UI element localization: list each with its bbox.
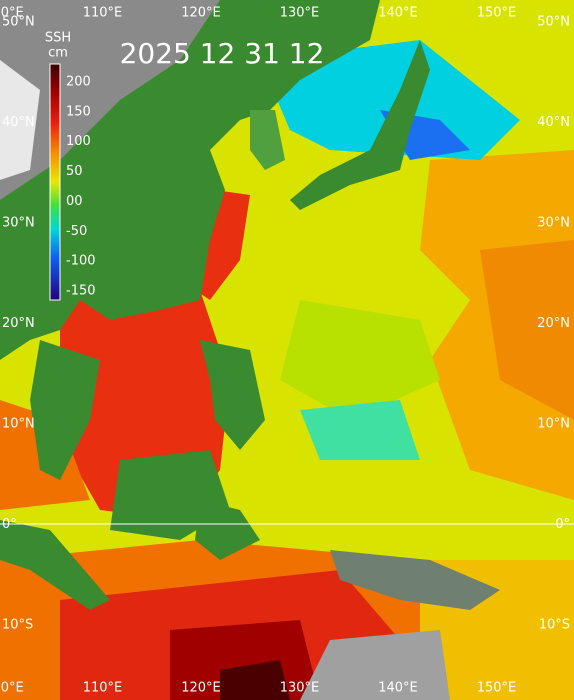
colorbar-tick-label: 200 — [66, 75, 91, 90]
lon-label-bottom: 100°E — [0, 681, 24, 696]
lat-label-left: 40°N — [2, 115, 35, 130]
lon-label-bottom: 110°E — [83, 681, 123, 696]
colorbar-scale — [49, 63, 61, 301]
lon-label-top: 150°E — [477, 6, 517, 21]
lon-label-top: 110°E — [83, 6, 123, 21]
lat-label-left: 20°N — [2, 316, 35, 331]
colorbar-tick-label: 00 — [66, 194, 83, 209]
lat-label-right: 30°N — [537, 216, 570, 231]
lat-label-right: 20°N — [537, 316, 570, 331]
lon-label-top: 100°E — [0, 6, 24, 21]
lat-label-left: 50°N — [2, 15, 35, 30]
colorbar-tick-label: 50 — [66, 164, 83, 179]
lat-label-right: 0° — [555, 517, 570, 532]
lat-label-right: 10°N — [537, 417, 570, 432]
lon-label-bottom: 140°E — [378, 681, 418, 696]
colorbar-label: SSH — [45, 31, 71, 46]
lat-label-left: 0° — [2, 517, 17, 532]
colorbar-tick-label: 100 — [66, 134, 91, 149]
colorbar-tick-label: -50 — [66, 224, 87, 239]
lon-label-top: 130°E — [280, 6, 320, 21]
lon-label-bottom: 130°E — [280, 681, 320, 696]
lat-label-right: 10°S — [539, 618, 570, 633]
lat-label-right: 50°N — [537, 15, 570, 30]
lon-label-bottom: 150°E — [477, 681, 517, 696]
lon-label-top: 140°E — [378, 6, 418, 21]
colorbar-unit: cm — [48, 46, 68, 61]
colorbar-tick-label: -100 — [66, 254, 96, 269]
map-title: 2025 12 31 12 — [120, 37, 325, 70]
colorbar-tick-label: 150 — [66, 104, 91, 119]
colorbar: SSH cm 200 150 100 50 00 -50 -100 -150 — [45, 31, 96, 301]
land — [0, 0, 500, 700]
lat-label-left: 10°N — [2, 417, 35, 432]
lat-label-left: 10°S — [2, 618, 33, 633]
lat-label-left: 30°N — [2, 216, 35, 231]
colorbar-tick-label: -150 — [66, 284, 96, 299]
lon-label-top: 120°E — [181, 6, 221, 21]
lat-label-right: 40°N — [537, 115, 570, 130]
lon-label-bottom: 120°E — [181, 681, 221, 696]
